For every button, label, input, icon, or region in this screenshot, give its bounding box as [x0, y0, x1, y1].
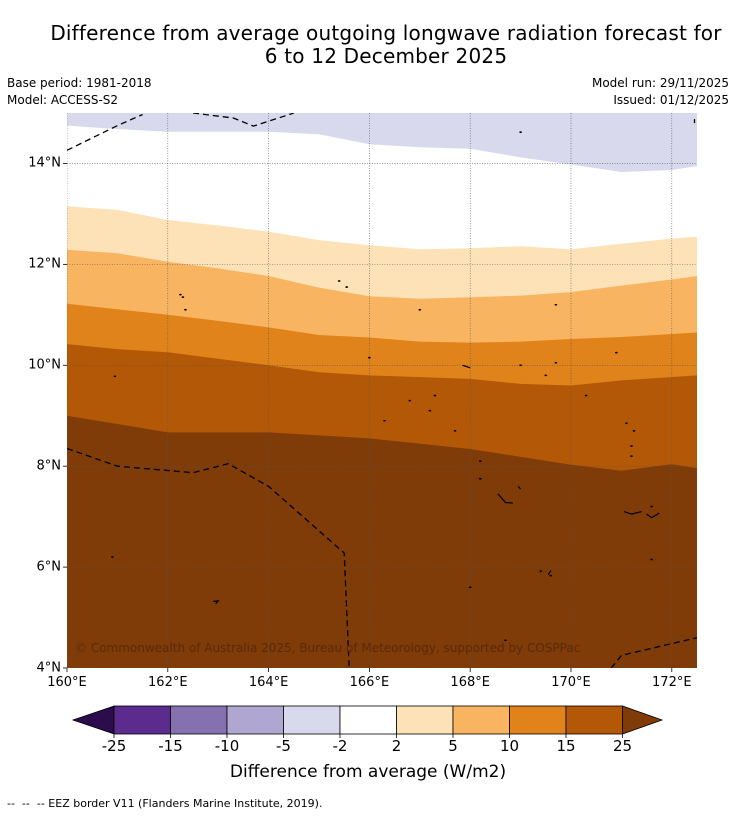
island-mark	[428, 409, 432, 412]
eez-borders	[67, 113, 697, 668]
island-mark	[478, 477, 482, 480]
island-mark	[519, 131, 522, 134]
island-mark	[433, 394, 437, 397]
colorbar-swatch	[396, 705, 454, 735]
x-tick-label: 160°E	[47, 675, 87, 690]
island-mark	[113, 375, 117, 378]
y-tick-label: 8°N	[36, 458, 62, 474]
island-mark	[519, 364, 522, 367]
colorbar-swatch	[170, 705, 228, 735]
copyright-credit: © Commonwealth of Australia 2025, Bureau…	[75, 641, 581, 655]
colorbar-label: 2	[391, 737, 402, 755]
island-mark	[554, 361, 558, 364]
colorbar-swatch	[509, 705, 567, 735]
island-mark	[544, 374, 548, 377]
island-mark	[383, 419, 386, 422]
island-mark	[632, 429, 636, 432]
island-mark	[453, 429, 457, 432]
x-tick-label: 162°E	[148, 675, 188, 690]
colorbar	[71, 705, 664, 738]
colorbar-extend-low	[71, 705, 115, 735]
eez-footnote: -- -- -- EEZ border V11 (Flanders Marine…	[7, 797, 323, 810]
colorbar-title: Difference from average (W/m2)	[229, 762, 507, 782]
model-run: Model run: 29/11/2025	[591, 76, 729, 90]
island-mark	[549, 574, 553, 577]
eez-border-line	[610, 637, 697, 668]
y-tick-label: 6°N	[36, 559, 62, 575]
issued-date: Issued: 01/12/2025	[613, 93, 729, 107]
island-mark	[650, 558, 654, 561]
model-name: Model: ACCESS-S2	[7, 93, 119, 107]
colorbar-swatch	[339, 705, 397, 735]
islands	[110, 131, 660, 642]
chart-title-line1: Difference from average outgoing longwav…	[50, 21, 722, 45]
atoll-outline	[517, 485, 522, 490]
island-mark	[630, 445, 633, 447]
eez-border-line	[192, 113, 295, 127]
colorbar-label: -25	[101, 737, 127, 755]
island-mark	[554, 303, 558, 306]
island-mark	[584, 394, 588, 397]
island-mark	[184, 308, 187, 311]
colorbar-label: 15	[556, 737, 576, 755]
colorbar-label: -10	[214, 737, 240, 755]
island-mark	[408, 399, 412, 402]
chart-title-line2: 6 to 12 December 2025	[264, 44, 508, 68]
x-tick-label: 172°E	[652, 675, 692, 690]
colorbar-swatch	[226, 705, 284, 735]
eez-border-line	[67, 447, 350, 668]
atoll-outline	[547, 570, 552, 576]
x-tick-label: 166°E	[349, 675, 390, 690]
island-mark	[539, 570, 543, 573]
island-mark	[337, 280, 341, 282]
colorbar-label: -5	[276, 737, 291, 755]
graticule	[67, 113, 697, 668]
x-tick-label: 168°E	[450, 675, 490, 690]
colorbar-label: 25	[612, 737, 633, 755]
anomaly-bands	[67, 113, 697, 668]
island-mark	[630, 455, 633, 457]
y-tick-label: 4°N	[36, 660, 62, 676]
island-mark	[504, 639, 507, 642]
colorbar-swatch	[452, 705, 510, 735]
island-mark	[179, 293, 182, 296]
y-tick-label: 14°N	[28, 155, 61, 171]
atoll-outline	[497, 493, 514, 504]
map-axes	[63, 163, 673, 672]
colorbar-swatch	[565, 705, 623, 735]
island-mark	[368, 356, 371, 359]
colorbar-swatch	[113, 705, 171, 735]
colorbar-label: -15	[158, 737, 183, 755]
island-mark	[478, 460, 482, 463]
island-mark	[614, 351, 618, 354]
atoll-outline	[646, 512, 660, 519]
colorbar-label: -2	[332, 737, 348, 755]
island-mark	[110, 556, 114, 558]
island-mark	[345, 286, 349, 288]
atoll-outline	[213, 600, 220, 605]
colorbar-swatch	[283, 705, 341, 735]
island-mark	[418, 308, 422, 311]
colorbar-label: 10	[499, 737, 520, 755]
y-tick-label: 10°N	[28, 357, 61, 373]
atoll-outline	[462, 364, 471, 369]
colorbar-label: 5	[448, 737, 458, 755]
island-mark	[181, 296, 185, 299]
island-mark	[625, 422, 628, 425]
atoll-outline	[623, 511, 642, 515]
x-tick-label: 170°E	[551, 675, 591, 690]
anomaly-band-6	[67, 113, 697, 172]
island-mark	[650, 505, 654, 508]
island-mark	[468, 586, 472, 589]
y-tick-label: 12°N	[28, 256, 61, 272]
colorbar-extend-high	[622, 705, 664, 735]
eez-border-line	[67, 113, 143, 151]
base-period: Base period: 1981-2018	[7, 76, 152, 90]
x-tick-label: 164°E	[248, 675, 289, 690]
